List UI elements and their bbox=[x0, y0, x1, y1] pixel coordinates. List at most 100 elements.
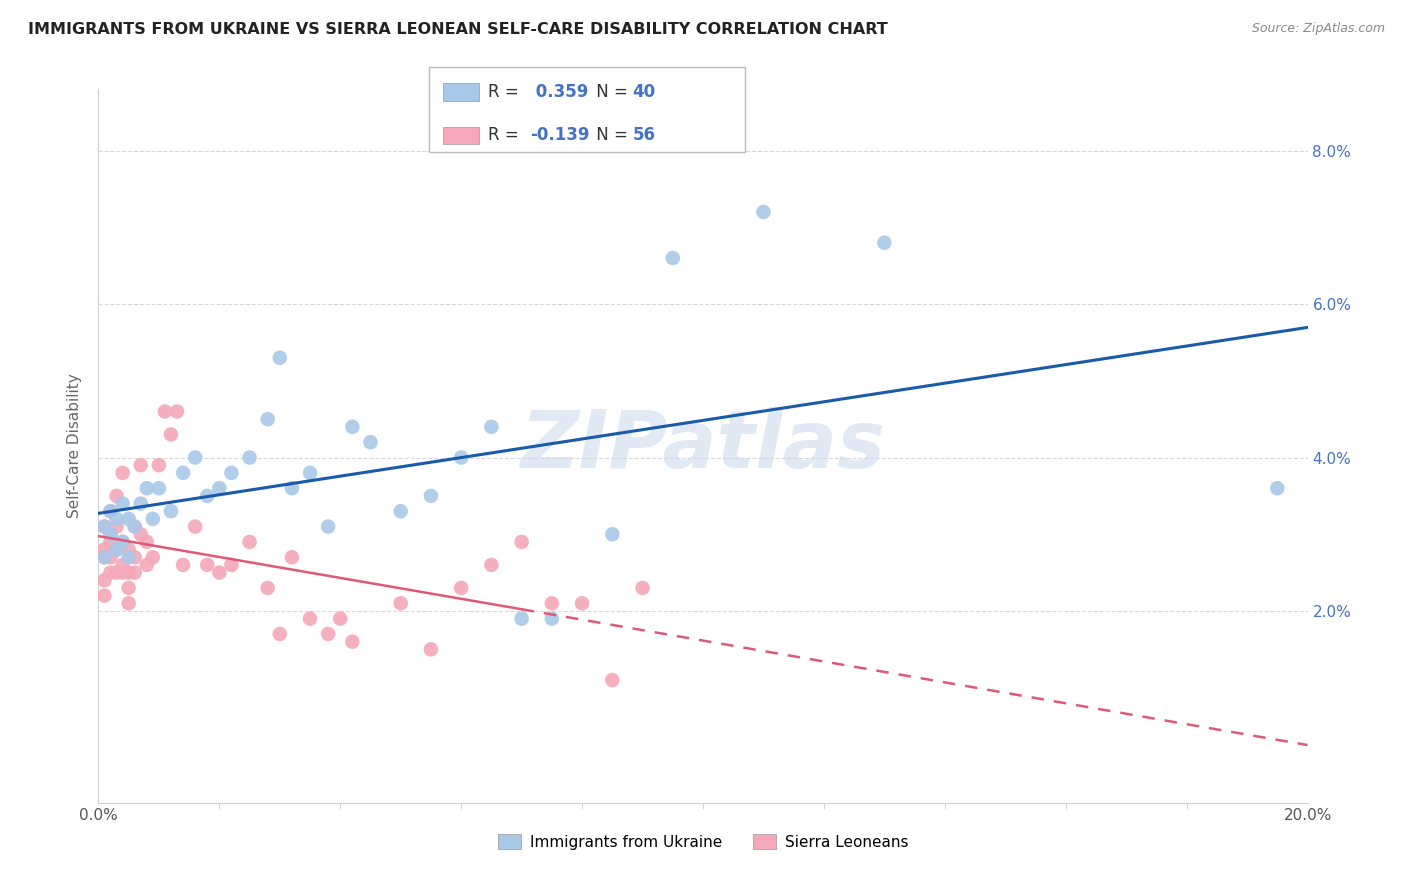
Point bbox=[281, 550, 304, 565]
Point bbox=[105, 542, 128, 557]
Point bbox=[172, 558, 194, 572]
Point bbox=[93, 519, 115, 533]
Text: ZIPatlas: ZIPatlas bbox=[520, 407, 886, 485]
Point bbox=[135, 535, 157, 549]
Point bbox=[420, 489, 443, 503]
Point bbox=[135, 481, 157, 495]
Point bbox=[105, 512, 128, 526]
Point bbox=[450, 581, 472, 595]
Point bbox=[135, 558, 157, 572]
Point bbox=[269, 627, 291, 641]
Point bbox=[316, 627, 339, 641]
Legend: Immigrants from Ukraine, Sierra Leoneans: Immigrants from Ukraine, Sierra Leoneans bbox=[492, 828, 914, 855]
Point bbox=[124, 550, 146, 565]
Text: R =: R = bbox=[488, 127, 519, 145]
Point bbox=[129, 527, 152, 541]
Y-axis label: Self-Care Disability: Self-Care Disability bbox=[67, 374, 83, 518]
Point bbox=[129, 458, 152, 473]
Point bbox=[93, 574, 115, 588]
Point bbox=[124, 519, 146, 533]
Point bbox=[360, 435, 382, 450]
Point bbox=[111, 535, 134, 549]
Text: 56: 56 bbox=[633, 127, 655, 145]
Text: IMMIGRANTS FROM UKRAINE VS SIERRA LEONEAN SELF-CARE DISABILITY CORRELATION CHART: IMMIGRANTS FROM UKRAINE VS SIERRA LEONEA… bbox=[28, 22, 887, 37]
Point bbox=[118, 542, 141, 557]
Point bbox=[450, 450, 472, 465]
Point bbox=[118, 581, 141, 595]
Point bbox=[299, 466, 322, 480]
Point bbox=[153, 404, 176, 418]
Point bbox=[661, 251, 683, 265]
Point bbox=[389, 504, 412, 518]
Point bbox=[873, 235, 896, 250]
Point bbox=[299, 612, 322, 626]
Point bbox=[100, 527, 122, 541]
Text: 40: 40 bbox=[633, 83, 655, 101]
Point bbox=[124, 566, 146, 580]
Point bbox=[208, 481, 231, 495]
Point bbox=[160, 427, 183, 442]
Point bbox=[129, 497, 152, 511]
Point bbox=[100, 550, 122, 565]
Point bbox=[105, 542, 128, 557]
Point bbox=[100, 535, 122, 549]
Point bbox=[221, 466, 243, 480]
Point bbox=[111, 535, 134, 549]
Point bbox=[118, 596, 141, 610]
Point bbox=[100, 504, 122, 518]
Point bbox=[269, 351, 291, 365]
Point bbox=[142, 550, 165, 565]
Point bbox=[184, 519, 207, 533]
Text: Source: ZipAtlas.com: Source: ZipAtlas.com bbox=[1251, 22, 1385, 36]
Point bbox=[256, 412, 278, 426]
Point bbox=[420, 642, 443, 657]
Point bbox=[93, 519, 115, 533]
Point bbox=[93, 550, 115, 565]
Point bbox=[166, 404, 188, 418]
Point bbox=[105, 566, 128, 580]
Point bbox=[105, 489, 128, 503]
Text: R =: R = bbox=[488, 83, 519, 101]
Point bbox=[142, 512, 165, 526]
Text: -0.139: -0.139 bbox=[530, 127, 589, 145]
Point bbox=[118, 550, 141, 565]
Point bbox=[93, 589, 115, 603]
Point bbox=[342, 419, 364, 434]
Point bbox=[105, 519, 128, 533]
Point bbox=[281, 481, 304, 495]
Point bbox=[111, 497, 134, 511]
Point bbox=[111, 466, 134, 480]
Point bbox=[118, 566, 141, 580]
Text: 0.359: 0.359 bbox=[530, 83, 589, 101]
Point bbox=[1267, 481, 1289, 495]
Point bbox=[100, 527, 122, 541]
Point bbox=[256, 581, 278, 595]
Point bbox=[389, 596, 412, 610]
Text: N =: N = bbox=[591, 83, 627, 101]
Point bbox=[329, 612, 352, 626]
Point bbox=[195, 558, 218, 572]
Point bbox=[342, 634, 364, 648]
Point bbox=[93, 542, 115, 557]
Point bbox=[540, 596, 562, 610]
Point bbox=[602, 673, 624, 687]
Point bbox=[100, 566, 122, 580]
Point bbox=[160, 504, 183, 518]
Point bbox=[124, 519, 146, 533]
Point bbox=[184, 450, 207, 465]
Point bbox=[316, 519, 339, 533]
Point bbox=[752, 205, 775, 219]
Point bbox=[100, 504, 122, 518]
Point bbox=[148, 481, 170, 495]
Point bbox=[510, 612, 533, 626]
Point bbox=[111, 558, 134, 572]
Point bbox=[540, 612, 562, 626]
Point bbox=[481, 419, 503, 434]
Point bbox=[221, 558, 243, 572]
Point bbox=[631, 581, 654, 595]
Point bbox=[195, 489, 218, 503]
Point bbox=[208, 566, 231, 580]
Point bbox=[602, 527, 624, 541]
Point bbox=[118, 512, 141, 526]
Point bbox=[172, 466, 194, 480]
